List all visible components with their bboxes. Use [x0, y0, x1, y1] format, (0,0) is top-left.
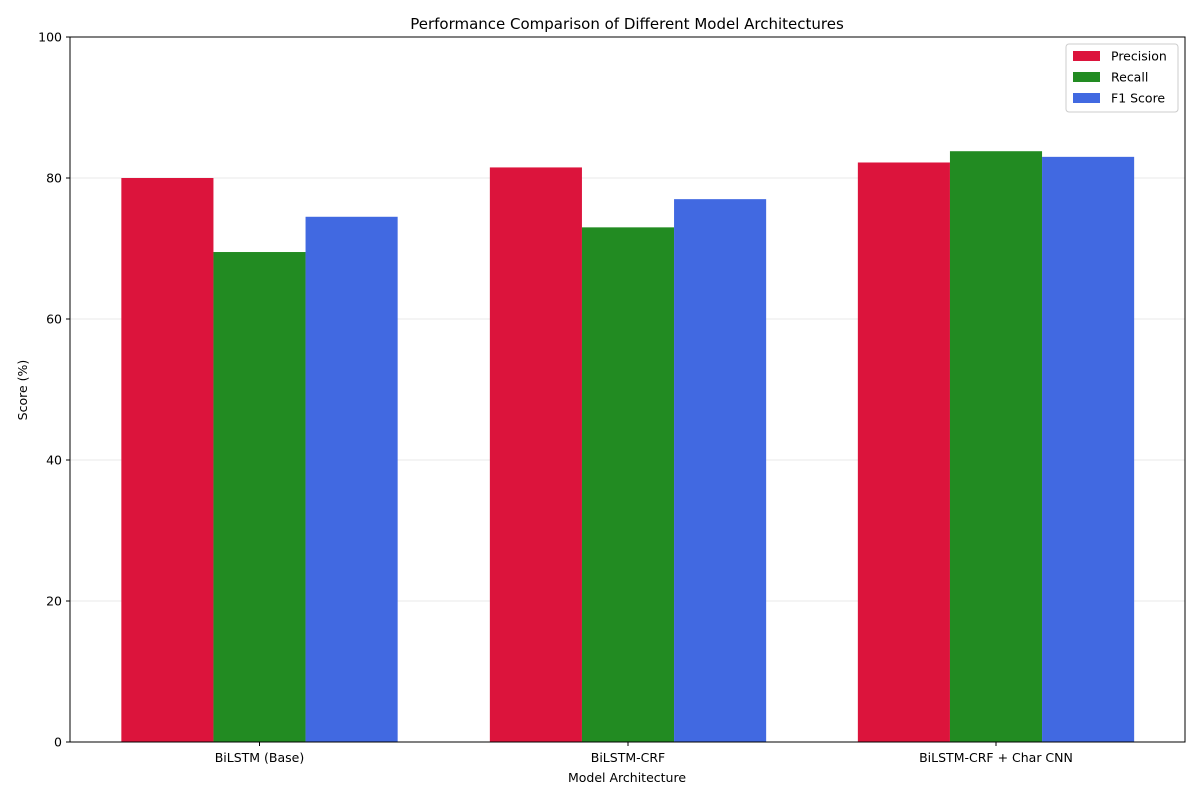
legend-swatch [1073, 72, 1100, 82]
legend-label: Recall [1111, 70, 1148, 85]
x-axis-label: Model Architecture [568, 770, 686, 785]
bar-precision [489, 167, 582, 743]
x-tick-label: BiLSTM-CRF [591, 750, 665, 765]
y-axis: 0 20 40 60 80 100 [38, 30, 70, 750]
y-tick-label: 20 [46, 594, 62, 609]
bar-recall [949, 151, 1043, 742]
legend-label: Precision [1111, 49, 1167, 64]
bar-precision [121, 178, 214, 742]
bars [121, 151, 1135, 743]
x-tick-label: BiLSTM-CRF + Char CNN [919, 750, 1073, 765]
y-axis-label: Score (%) [15, 360, 30, 421]
chart-title: Performance Comparison of Different Mode… [410, 15, 844, 33]
bar-precision [857, 162, 950, 743]
legend-swatch [1073, 93, 1100, 103]
x-tick-label: BiLSTM (Base) [215, 750, 305, 765]
bar-f1-score [1042, 156, 1135, 743]
bar-recall [581, 227, 675, 743]
y-tick-label: 100 [38, 30, 62, 45]
bar-recall [213, 252, 306, 742]
y-tick-label: 40 [46, 453, 62, 468]
legend-swatch [1073, 51, 1100, 61]
y-tick-label: 0 [54, 735, 62, 750]
legend-label: F1 Score [1111, 91, 1165, 106]
bar-f1-score [305, 216, 398, 742]
y-tick-label: 60 [46, 312, 62, 327]
bar-f1-score [674, 199, 767, 742]
x-axis: BiLSTM (Base) BiLSTM-CRF BiLSTM-CRF + Char… [215, 742, 1073, 765]
legend: Precision Recall F1 Score [1065, 43, 1179, 113]
y-tick-label: 80 [46, 171, 62, 186]
